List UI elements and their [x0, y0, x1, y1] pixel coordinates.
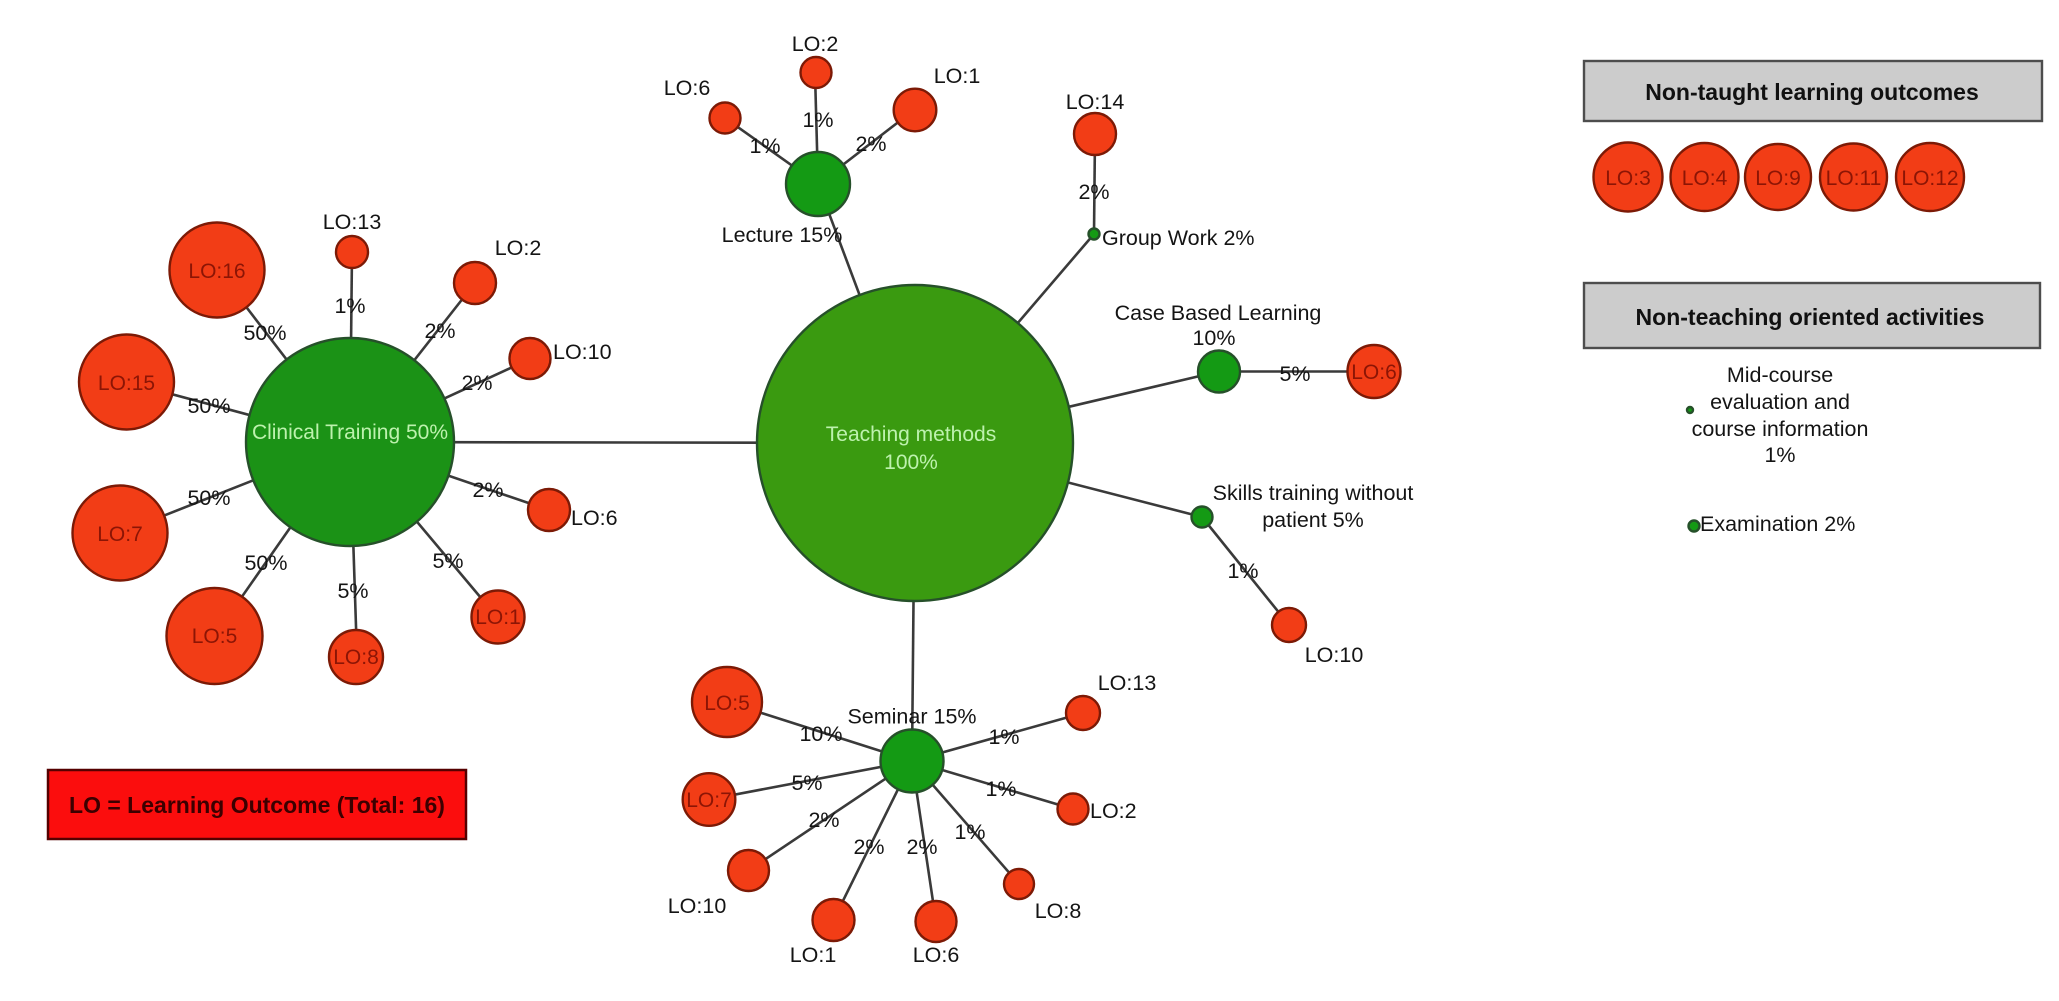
svg-text:10%: 10%	[1192, 326, 1235, 350]
svg-text:LO:10: LO:10	[668, 894, 727, 918]
svg-text:Lecture 15%: Lecture 15%	[722, 223, 843, 247]
svg-text:LO:5: LO:5	[704, 692, 750, 715]
svg-text:LO:13: LO:13	[1098, 671, 1157, 695]
svg-text:Non-taught learning outcomes: Non-taught learning outcomes	[1645, 79, 1979, 105]
svg-text:LO:2: LO:2	[495, 236, 542, 260]
svg-text:2%: 2%	[906, 835, 937, 859]
svg-text:2%: 2%	[855, 132, 886, 156]
svg-text:2%: 2%	[1078, 180, 1109, 204]
svg-text:Non-teaching oriented activiti: Non-teaching oriented activities	[1636, 304, 1985, 330]
svg-text:LO:6: LO:6	[1351, 361, 1397, 384]
svg-text:LO:16: LO:16	[188, 260, 245, 283]
svg-text:course information: course information	[1692, 417, 1869, 441]
svg-text:LO:8: LO:8	[1035, 899, 1082, 923]
svg-text:LO:7: LO:7	[686, 789, 732, 812]
svg-text:Skills training without: Skills training without	[1213, 481, 1414, 505]
svg-text:LO:14: LO:14	[1066, 90, 1125, 114]
svg-text:LO:6: LO:6	[664, 76, 711, 100]
svg-text:1%: 1%	[1227, 559, 1258, 583]
svg-text:LO:15: LO:15	[98, 372, 155, 395]
svg-text:50%: 50%	[243, 321, 286, 345]
svg-text:50%: 50%	[187, 394, 230, 418]
svg-text:2%: 2%	[424, 319, 455, 343]
svg-text:LO:4: LO:4	[1682, 167, 1728, 190]
svg-text:Seminar 15%: Seminar 15%	[847, 705, 976, 729]
svg-text:50%: 50%	[187, 486, 230, 510]
svg-text:LO:11: LO:11	[1826, 167, 1882, 190]
svg-text:Case Based Learning: Case Based Learning	[1115, 301, 1322, 325]
svg-text:LO:12: LO:12	[1901, 167, 1958, 190]
svg-text:LO:6: LO:6	[913, 943, 960, 967]
svg-text:LO:3: LO:3	[1605, 167, 1651, 190]
svg-text:LO:10: LO:10	[553, 340, 612, 364]
svg-text:50%: 50%	[244, 551, 287, 575]
svg-text:1%: 1%	[802, 108, 833, 132]
svg-text:LO:7: LO:7	[97, 523, 143, 546]
svg-text:2%: 2%	[461, 371, 492, 395]
svg-text:1%: 1%	[1764, 443, 1795, 467]
svg-text:LO:9: LO:9	[1755, 167, 1801, 190]
svg-text:1%: 1%	[988, 725, 1019, 749]
svg-text:2%: 2%	[472, 478, 503, 502]
svg-text:LO:6: LO:6	[571, 506, 618, 530]
svg-text:Examination 2%: Examination 2%	[1700, 512, 1855, 536]
svg-text:5%: 5%	[432, 549, 463, 573]
svg-text:Group Work 2%: Group Work 2%	[1102, 226, 1255, 250]
svg-text:LO = Learning Outcome (Total:: LO = Learning Outcome (Total: 16)	[69, 792, 445, 818]
svg-text:2%: 2%	[808, 808, 839, 832]
svg-text:LO:2: LO:2	[1090, 799, 1137, 823]
svg-text:5%: 5%	[337, 579, 368, 603]
svg-text:LO:13: LO:13	[323, 210, 382, 234]
svg-text:LO:1: LO:1	[934, 64, 981, 88]
svg-text:Clinical Training 50%: Clinical Training 50%	[252, 421, 448, 444]
svg-text:evaluation and: evaluation and	[1710, 390, 1850, 414]
svg-text:2%: 2%	[853, 835, 884, 859]
svg-text:Mid-course: Mid-course	[1727, 363, 1833, 387]
svg-text:LO:1: LO:1	[790, 943, 837, 967]
svg-text:Teaching methods: Teaching methods	[826, 423, 996, 446]
svg-text:LO:8: LO:8	[333, 646, 379, 669]
svg-text:100%: 100%	[884, 451, 938, 474]
svg-text:1%: 1%	[954, 820, 985, 844]
svg-text:LO:10: LO:10	[1305, 643, 1364, 667]
svg-text:LO:5: LO:5	[192, 625, 238, 648]
svg-text:patient 5%: patient 5%	[1262, 508, 1364, 532]
svg-text:5%: 5%	[791, 771, 822, 795]
svg-text:1%: 1%	[749, 134, 780, 158]
svg-text:5%: 5%	[1279, 362, 1310, 386]
svg-text:1%: 1%	[334, 294, 365, 318]
svg-text:1%: 1%	[985, 777, 1016, 801]
svg-text:10%: 10%	[799, 722, 842, 746]
svg-text:LO:2: LO:2	[792, 32, 839, 56]
svg-text:LO:1: LO:1	[475, 606, 521, 629]
